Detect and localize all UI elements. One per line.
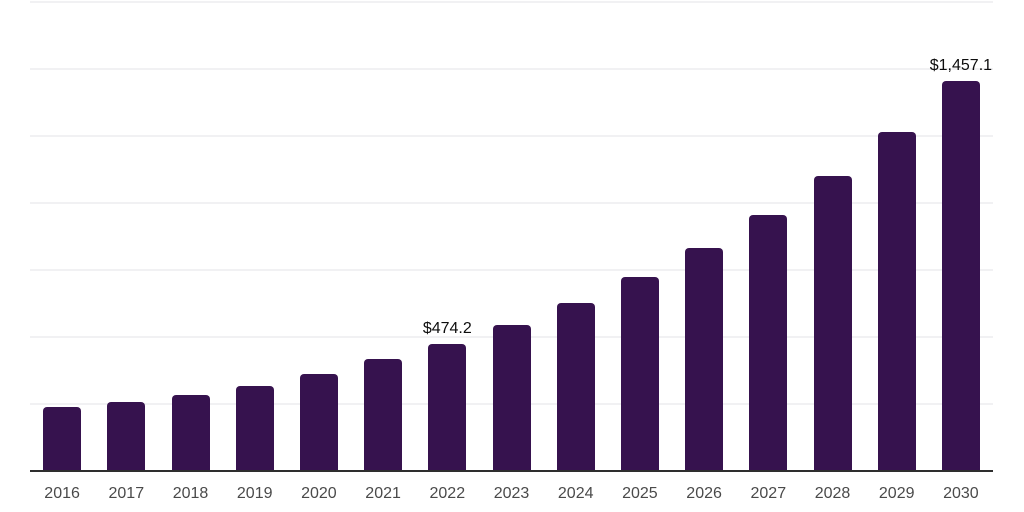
gridline-750: [30, 269, 993, 271]
bar-2024[interactable]: [556, 302, 595, 471]
x-tick-label-2016: 2016: [44, 485, 80, 502]
bar-2029[interactable]: [877, 131, 916, 471]
x-axis-line: [30, 470, 993, 472]
x-tick-label-2017: 2017: [108, 485, 145, 502]
bar-2018[interactable]: [171, 395, 210, 471]
bar-2019[interactable]: [235, 386, 274, 471]
data-label-2022: $474.2: [422, 319, 472, 337]
x-tick-label-2019: 2019: [236, 485, 273, 502]
bar-2023[interactable]: [492, 324, 531, 471]
bar-2016[interactable]: [43, 406, 82, 471]
gridline-1000: [30, 202, 993, 204]
x-tick-label-2021: 2021: [365, 485, 401, 502]
bar-2017[interactable]: [107, 401, 146, 471]
x-tick-label-2023: 2023: [493, 485, 530, 502]
x-tick-label-2025: 2025: [622, 485, 658, 502]
data-label-2030: $1,457.1: [929, 56, 993, 74]
gridline-1750: [30, 1, 993, 3]
x-tick-label-2027: 2027: [750, 485, 787, 502]
bar-2025[interactable]: [620, 277, 659, 471]
bar-2021[interactable]: [364, 359, 403, 471]
bar-2030[interactable]: [941, 80, 980, 471]
x-tick-label-2026: 2026: [686, 485, 722, 502]
x-tick-label-2018: 2018: [172, 485, 209, 502]
x-tick-label-2030: 2030: [943, 485, 979, 502]
bar-2020[interactable]: [299, 374, 338, 471]
bar-2026[interactable]: [685, 248, 724, 471]
x-tick-label-2020: 2020: [301, 485, 337, 502]
x-tick-label-2022: 2022: [429, 485, 466, 502]
x-tick-label-2029: 2029: [878, 485, 915, 502]
gridline-1250: [30, 135, 993, 137]
bar-2022[interactable]: [428, 343, 467, 471]
x-tick-label-2028: 2028: [814, 485, 851, 502]
gridline-1500: [30, 68, 993, 70]
bar-2027[interactable]: [749, 214, 788, 471]
bar-2028[interactable]: [813, 176, 852, 471]
x-tick-label-2024: 2024: [557, 485, 594, 502]
